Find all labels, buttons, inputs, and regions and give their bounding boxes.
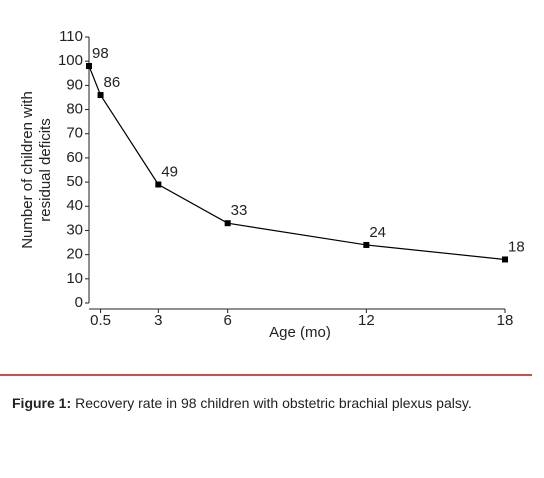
point xyxy=(86,63,92,70)
y-tick-label: 0 xyxy=(75,294,83,311)
caption-text: Recovery rate in 98 children with obstet… xyxy=(75,395,472,411)
y-tick-label: 20 xyxy=(66,246,83,263)
data-label: 86 xyxy=(104,74,121,91)
y-tick-label: 70 xyxy=(66,125,83,142)
data-label: 24 xyxy=(369,224,386,241)
line xyxy=(88,65,506,261)
point xyxy=(502,256,508,263)
point xyxy=(97,92,104,99)
data-label: 33 xyxy=(231,202,248,219)
y-axis-label: Number of children with xyxy=(19,91,36,249)
divider xyxy=(0,374,532,376)
data-label: 49 xyxy=(161,163,178,180)
y-axis-label: residual deficits xyxy=(37,118,54,221)
x-tick-label: 12 xyxy=(358,312,375,329)
y-tick-label: 80 xyxy=(66,101,83,118)
x-axis-label: Age (mo) xyxy=(269,324,331,341)
y-tick-label: 10 xyxy=(66,270,83,287)
x-tick-label: 3 xyxy=(154,312,162,329)
point xyxy=(363,241,370,248)
y-tick-label: 50 xyxy=(66,173,83,190)
y-tick-label: 60 xyxy=(66,149,83,166)
point xyxy=(224,220,231,227)
point xyxy=(155,181,162,188)
y-tick-label: 30 xyxy=(66,221,83,238)
y-tick-label: 100 xyxy=(58,52,83,69)
x-tick-label: 18 xyxy=(497,312,514,329)
x-tick-label: 6 xyxy=(223,312,231,329)
caption: Figure 1: Recovery rate in 98 children wi… xyxy=(12,390,512,416)
y-tick-label: 90 xyxy=(66,76,83,93)
caption-label: Figure 1: xyxy=(12,395,72,411)
data-label: 18 xyxy=(508,238,525,255)
x-tick-label: 0.5 xyxy=(90,312,111,329)
data-label: 98 xyxy=(92,45,109,62)
y-tick-label: 40 xyxy=(66,197,83,214)
chart: Age (mo) Number of children with residua… xyxy=(19,28,525,341)
y-tick-label: 110 xyxy=(59,28,83,45)
